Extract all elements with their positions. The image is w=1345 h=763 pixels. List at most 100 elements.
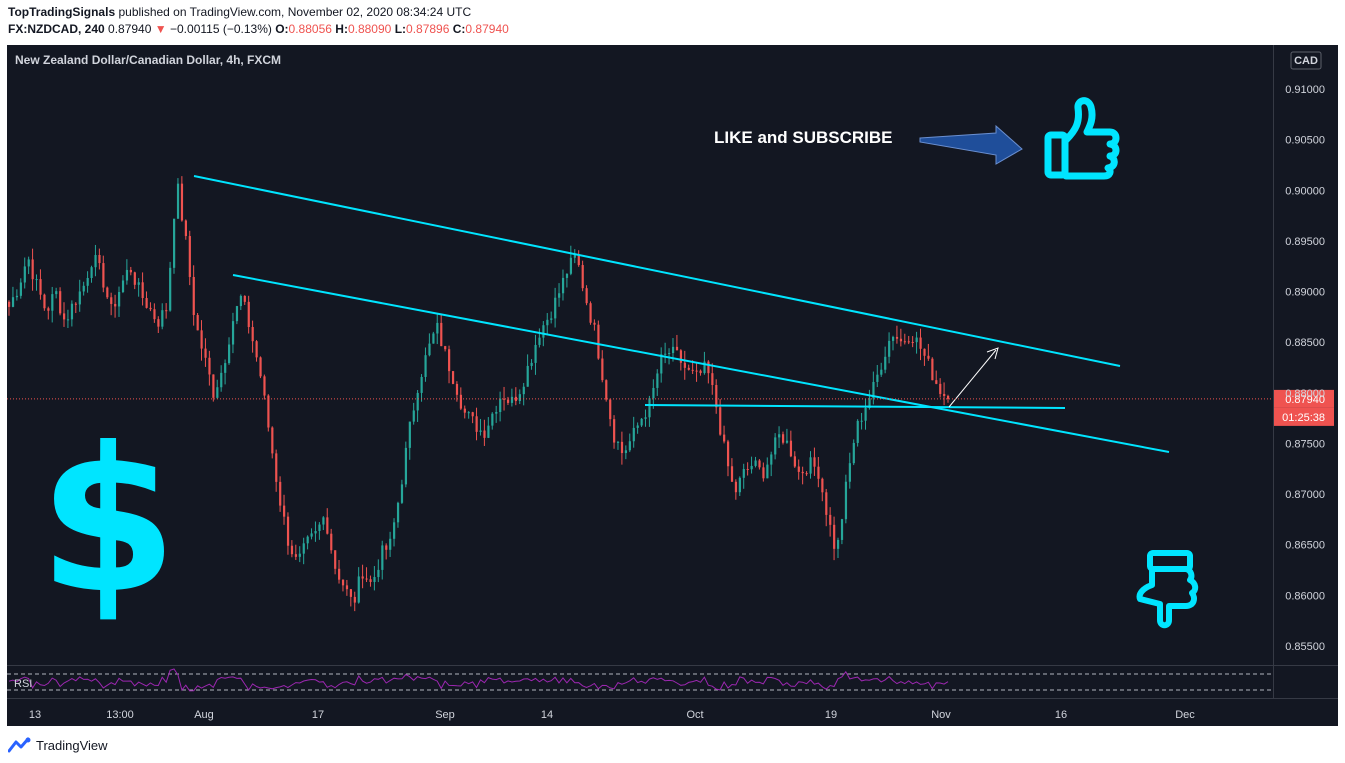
x-tick-label: 13	[29, 709, 41, 721]
currency-label: CAD	[1294, 55, 1318, 67]
author-name[interactable]: TopTradingSignals	[8, 5, 116, 19]
low-value: 0.87896	[406, 22, 450, 36]
x-axis-ticks: 13 13:00 Aug 17 Sep 14 Oct 19 Nov 16 Dec	[29, 709, 1195, 721]
candle-body	[943, 393, 946, 396]
candle-body	[326, 517, 329, 534]
candle-body	[778, 434, 781, 438]
candle-body	[734, 481, 738, 493]
candle-body	[255, 341, 258, 358]
time-axis[interactable]	[7, 699, 1338, 726]
y-tick-label: 0.90000	[1285, 185, 1325, 197]
candle-body	[11, 297, 15, 307]
drawings-group: 0.87940 01:25:38	[7, 175, 1334, 453]
candle-body	[137, 282, 140, 285]
candle-body	[565, 273, 569, 278]
plot-background	[7, 45, 1273, 665]
candle-body	[876, 374, 879, 382]
candle-body	[793, 456, 796, 467]
upper-trendline[interactable]	[193, 175, 1121, 367]
cta-text: LIKE and SUBSCRIBE	[714, 128, 893, 147]
x-tick-label: 19	[825, 709, 837, 721]
candle-body	[605, 380, 608, 400]
candle-body	[616, 441, 620, 443]
candle-body	[844, 481, 848, 520]
candle-body	[805, 473, 808, 475]
candle-body	[825, 492, 828, 515]
candle-body	[542, 325, 545, 338]
change-arrow: ▼	[154, 22, 167, 36]
candle-body	[86, 277, 89, 286]
candle-body	[668, 353, 671, 355]
candle-body	[840, 519, 844, 540]
candle-body	[880, 369, 883, 375]
candle-body	[420, 376, 423, 393]
candle-body	[396, 502, 400, 523]
candle-body	[856, 420, 859, 443]
candle-body	[891, 336, 895, 341]
candle-body	[416, 392, 419, 411]
candle-body	[279, 481, 282, 506]
horizontal-support-line[interactable]	[644, 404, 1066, 409]
candle-body	[365, 578, 368, 580]
y-tick-label: 0.86000	[1285, 590, 1325, 602]
candle-body	[872, 381, 875, 399]
candle-body	[573, 254, 576, 258]
x-tick-label: 16	[1055, 709, 1067, 721]
candle-body	[907, 341, 910, 343]
candle-body	[895, 336, 899, 339]
candle-body	[931, 358, 934, 381]
candle-body	[259, 357, 262, 377]
y-tick-label: 0.88500	[1285, 337, 1325, 349]
projection-arrow-line[interactable]	[948, 349, 997, 408]
candle-body	[809, 457, 812, 474]
candle-body	[173, 218, 176, 268]
x-tick-label: Oct	[686, 709, 703, 721]
candle-body	[538, 337, 541, 345]
price-axis[interactable]	[1274, 45, 1338, 698]
candle-body	[620, 441, 624, 454]
candle-body	[357, 576, 360, 603]
close-value: 0.87940	[465, 22, 509, 36]
candle-body	[176, 183, 180, 219]
candle-body	[789, 440, 793, 457]
candle-body	[271, 427, 274, 454]
lower-trendline[interactable]	[232, 274, 1170, 453]
candle-body	[715, 385, 718, 408]
candle-body	[31, 259, 34, 280]
candle-body	[919, 337, 922, 349]
tradingview-logo[interactable]: TradingView	[8, 737, 108, 753]
candle-body	[448, 349, 451, 372]
candle-body	[310, 533, 313, 537]
candle-body	[428, 343, 431, 356]
candle-body	[833, 524, 836, 549]
candle-body	[400, 484, 404, 503]
candle-body	[499, 398, 502, 413]
candle-body	[703, 361, 706, 374]
candle-body	[860, 420, 863, 422]
candle-body	[613, 419, 616, 443]
candle-body	[145, 298, 148, 308]
candle-body	[224, 363, 227, 373]
x-tick-label: Aug	[194, 709, 214, 721]
candle-body	[475, 416, 478, 432]
candle-body	[683, 362, 686, 368]
currency-badge[interactable]	[1290, 51, 1322, 70]
candle-body	[530, 362, 533, 366]
candle-body	[129, 269, 132, 273]
candle-body	[664, 353, 667, 355]
candle-body	[381, 545, 384, 570]
candle-body	[102, 263, 105, 288]
footer: TradingView	[0, 727, 1345, 763]
candle-body	[723, 434, 726, 442]
candle-body	[35, 279, 38, 281]
y-tick-label: 0.87500	[1285, 438, 1325, 450]
candle-body	[671, 346, 675, 354]
chart-area[interactable]: 0.87940 01:25:38 RSI 0.91000 0.90500 0.9000…	[0, 44, 1345, 727]
candle-body	[125, 269, 129, 281]
x-tick-label: 14	[541, 709, 553, 721]
rsi-group: RSI	[7, 668, 1273, 692]
candle-body	[212, 374, 215, 398]
candle-body	[290, 545, 294, 555]
y-tick-label: 0.91000	[1285, 84, 1325, 96]
rsi-label: RSI	[14, 678, 32, 690]
